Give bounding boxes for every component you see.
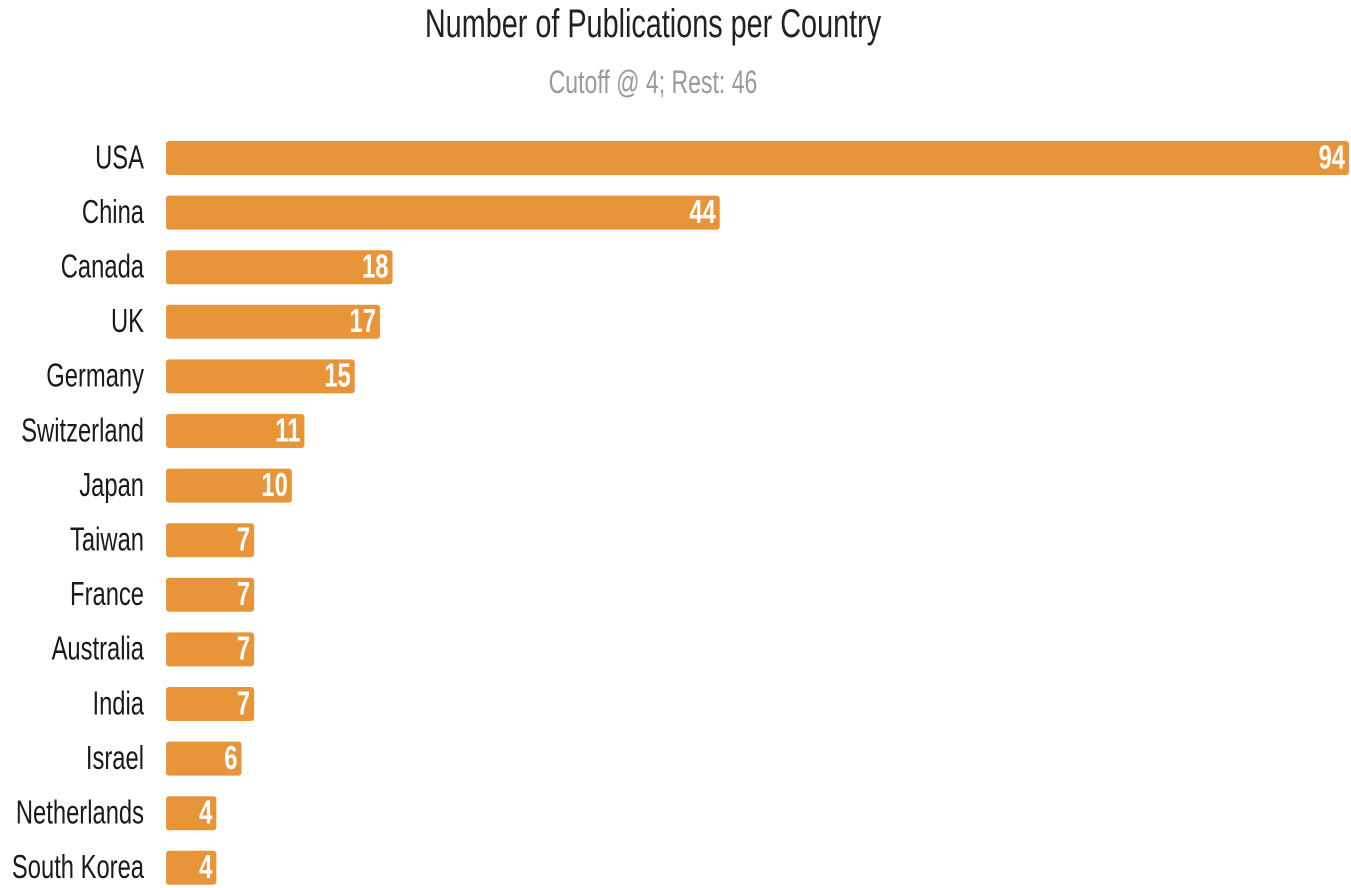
bar-usa [166, 141, 1349, 175]
category-label: India [92, 686, 144, 723]
category-label: UK [111, 303, 144, 340]
value-label: 17 [350, 303, 376, 340]
category-label: Taiwan [70, 522, 144, 559]
bar-france [166, 577, 255, 612]
value-label: 18 [362, 249, 388, 286]
bar-canada [166, 250, 393, 285]
chart-subtitle: Cutoff @ 4; Rest: 46 [548, 64, 758, 100]
bar-israel [166, 741, 242, 776]
bar-netherlands [166, 796, 217, 831]
chart-title: Number of Publications per Country [424, 2, 882, 46]
bar-australia [166, 632, 255, 667]
value-label: 10 [261, 467, 287, 504]
bar-south-korea [166, 850, 217, 885]
value-label: 6 [224, 740, 237, 777]
category-label: Japan [79, 467, 144, 504]
bar-japan [166, 468, 292, 503]
value-label: 7 [237, 576, 250, 613]
category-label: Australia [52, 631, 144, 668]
value-label: 7 [237, 522, 250, 559]
value-label: 7 [237, 686, 250, 723]
value-label: 4 [199, 795, 212, 832]
category-label: Netherlands [16, 795, 144, 832]
value-label: 44 [689, 194, 715, 231]
category-label: Switzerland [21, 413, 144, 450]
category-label: Canada [61, 249, 144, 286]
category-label: France [70, 576, 144, 613]
category-label: USA [95, 140, 145, 177]
bar-switzerland [166, 414, 305, 448]
bar-china [166, 195, 720, 230]
category-label: South Korea [12, 849, 144, 886]
value-label: 7 [237, 631, 250, 668]
bar-germany [166, 359, 355, 394]
value-label: 94 [1319, 140, 1345, 177]
value-label: 11 [275, 413, 300, 450]
bar-uk [166, 304, 380, 339]
bar-india [166, 687, 255, 721]
value-label: 15 [324, 358, 350, 395]
value-label: 4 [199, 849, 212, 886]
category-label: China [82, 194, 144, 231]
category-label: Germany [46, 358, 144, 395]
bar-taiwan [166, 523, 255, 558]
category-label: Israel [86, 740, 144, 777]
